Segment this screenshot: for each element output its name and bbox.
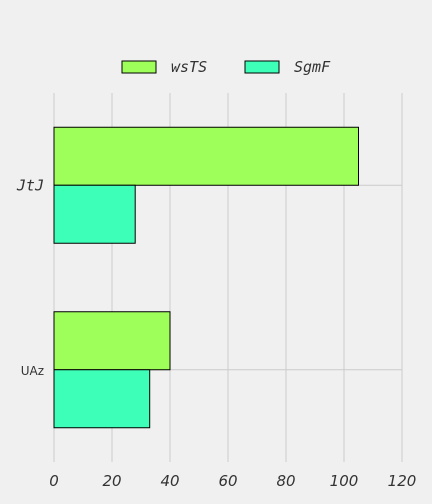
x-axis-ticks: 0 20 40 60 80 100 120 <box>49 472 416 490</box>
legend-label-wsTS: wsTS <box>171 58 207 76</box>
bar-wsTS-UAz <box>53 311 171 371</box>
legend-label-SgmF: SgmF <box>294 58 331 76</box>
legend: wsTS SgmF <box>121 58 331 76</box>
x-tick-label-3: 60 <box>218 472 237 490</box>
x-tick-label-0: 0 <box>49 472 59 490</box>
legend-swatch-wsTS <box>121 60 157 74</box>
x-tick-label-4: 80 <box>276 472 295 490</box>
x-tick-label-2: 40 <box>160 472 179 490</box>
bar-SgmF-UAz <box>53 369 151 429</box>
bar-SgmF-JtJ <box>53 184 136 244</box>
x-tick-label-5: 100 <box>330 472 359 490</box>
y-axis-ticks: JtJ UAz <box>16 176 44 378</box>
legend-swatch-SgmF <box>244 60 280 74</box>
y-tick-label-1: UAz <box>21 364 44 378</box>
x-tick-label-1: 20 <box>102 472 121 490</box>
x-tick-label-6: 120 <box>388 472 417 490</box>
bars <box>53 126 359 429</box>
bar-wsTS-JtJ <box>53 126 359 186</box>
y-tick-label-0: JtJ <box>16 176 44 194</box>
